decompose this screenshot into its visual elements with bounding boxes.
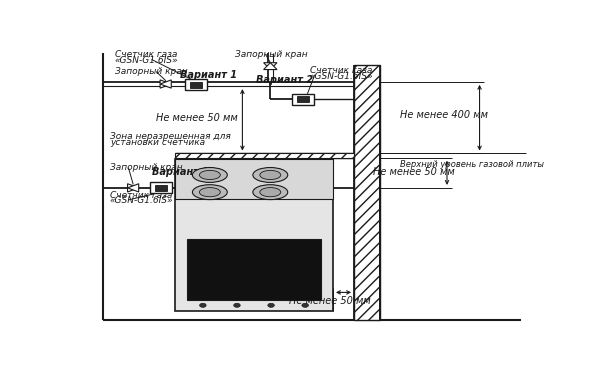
- Polygon shape: [263, 63, 277, 70]
- Text: Счетчик газа: Счетчик газа: [115, 50, 177, 59]
- Circle shape: [234, 303, 240, 307]
- Text: Вариант 3: Вариант 3: [152, 167, 209, 177]
- Polygon shape: [160, 80, 171, 88]
- Ellipse shape: [193, 185, 227, 200]
- Ellipse shape: [199, 187, 220, 197]
- Circle shape: [268, 303, 274, 307]
- Text: «GSN-G1.6IS»: «GSN-G1.6IS»: [115, 56, 178, 65]
- Text: «GSN-G1.6IS»: «GSN-G1.6IS»: [110, 196, 173, 205]
- Bar: [175, 159, 333, 311]
- Ellipse shape: [193, 167, 227, 182]
- Text: Вариант 1: Вариант 1: [179, 70, 236, 80]
- Bar: [150, 182, 172, 193]
- Ellipse shape: [253, 167, 288, 182]
- Text: Не менее 50 мм: Не менее 50 мм: [157, 113, 238, 123]
- Bar: [155, 185, 167, 191]
- Bar: [175, 159, 333, 199]
- Text: Запорный кран: Запорный кран: [115, 67, 187, 76]
- Text: Счетчик газа: Счетчик газа: [110, 190, 172, 199]
- Text: Зона неразрешенная для: Зона неразрешенная для: [110, 132, 230, 141]
- Circle shape: [302, 303, 308, 307]
- Text: Верхний уровень газовой плиты: Верхний уровень газовой плиты: [401, 160, 545, 169]
- Text: Счетчик газа: Счетчик газа: [310, 67, 372, 76]
- Text: установки счетчика: установки счетчика: [110, 138, 205, 147]
- Text: Запорный кран: Запорный кран: [235, 50, 308, 59]
- Polygon shape: [175, 154, 354, 158]
- Ellipse shape: [253, 185, 288, 200]
- Bar: [297, 96, 308, 102]
- Text: Не менее 50 мм: Не менее 50 мм: [373, 167, 454, 177]
- Bar: [292, 94, 314, 105]
- Polygon shape: [160, 80, 171, 88]
- Polygon shape: [263, 63, 277, 70]
- Ellipse shape: [260, 170, 281, 180]
- Ellipse shape: [199, 170, 220, 180]
- Bar: [185, 79, 207, 90]
- Text: Запорный кран: Запорный кран: [110, 163, 182, 172]
- Circle shape: [200, 303, 206, 307]
- Bar: [187, 240, 322, 299]
- Polygon shape: [354, 65, 380, 320]
- Text: Не менее 50 мм: Не менее 50 мм: [289, 296, 371, 306]
- Text: Не менее 400 мм: Не менее 400 мм: [401, 110, 488, 120]
- Bar: [190, 82, 202, 87]
- Ellipse shape: [260, 187, 281, 197]
- Polygon shape: [128, 184, 139, 192]
- Text: Вариант 2: Вариант 2: [256, 76, 313, 86]
- Polygon shape: [128, 184, 139, 192]
- Text: «GSN-G1.6IS»: «GSN-G1.6IS»: [310, 72, 373, 81]
